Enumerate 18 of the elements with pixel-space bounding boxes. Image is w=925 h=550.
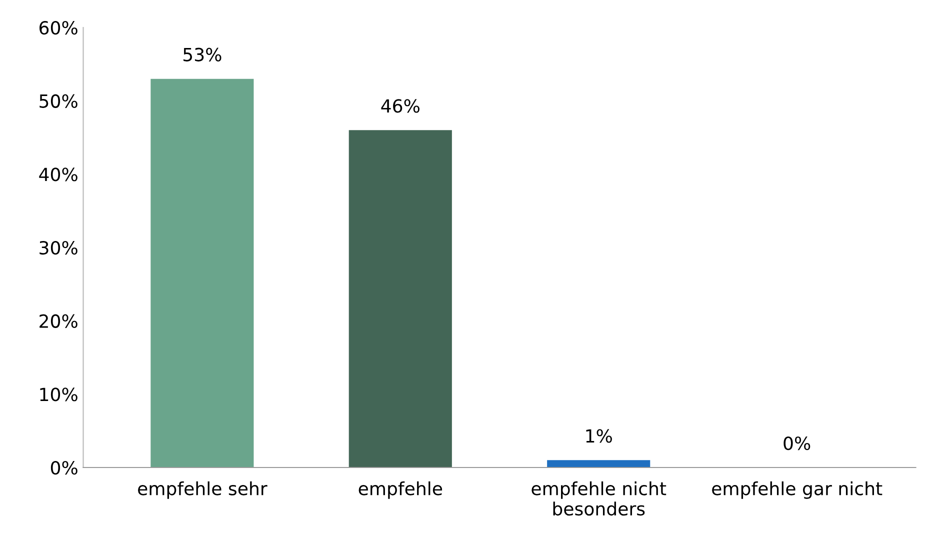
y-tick-label: 60% [40, 20, 78, 35]
bar [150, 78, 254, 468]
data-label: 46% [381, 99, 420, 113]
y-tick-label: 40% [39, 168, 78, 182]
x-tick-label: empfehle nicht besonders [532, 481, 666, 516]
x-tick-label: empfehle [358, 481, 442, 499]
data-label: 0% [784, 436, 810, 450]
y-tick-label: 10% [40, 388, 78, 402]
data-label: 1% [586, 429, 612, 443]
data-label: 53% [184, 48, 222, 62]
y-tick-label: 20% [40, 314, 78, 328]
bar [547, 460, 650, 468]
y-tick-label: 50% [40, 94, 78, 108]
x-tick-label: empfehle sehr [138, 481, 268, 499]
x-tick-label: empfehle gar nicht [712, 481, 882, 499]
y-tick-label: 30% [40, 240, 78, 255]
y-tick-label: 0% [50, 460, 78, 475]
bar [348, 130, 452, 468]
